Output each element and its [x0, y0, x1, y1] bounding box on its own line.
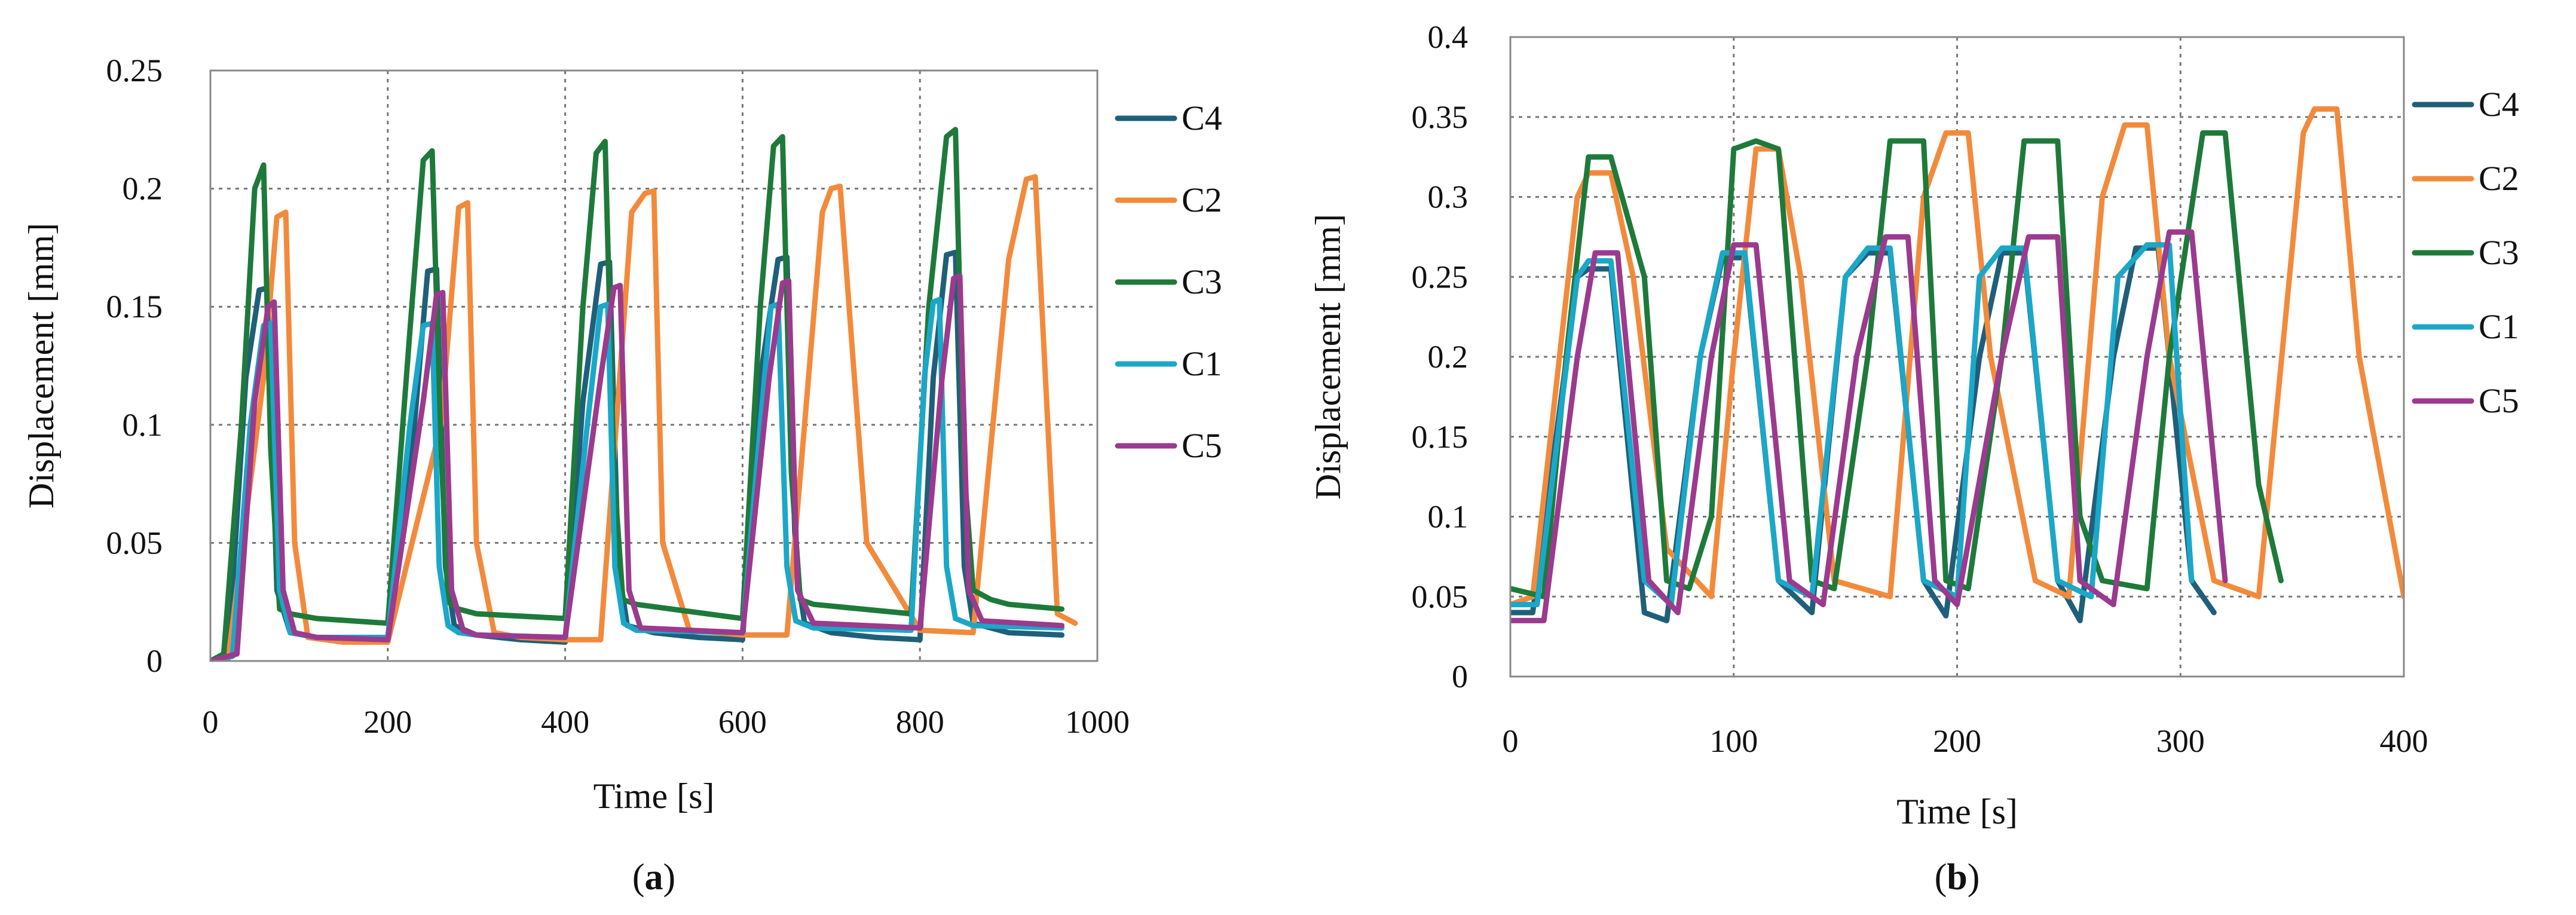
caption-open-paren: ( — [632, 857, 645, 898]
x-tick-label: 300 — [2156, 723, 2205, 759]
legend-a: C4 C2 C3 C1 C5 — [1115, 99, 1222, 465]
y-tick-label: 0.35 — [1412, 99, 1468, 135]
y-tick-label: 0.05 — [1412, 579, 1468, 614]
x-tick-label: 0 — [1503, 723, 1519, 759]
series-group-b — [1510, 106, 2404, 623]
x-tick-label: 600 — [718, 704, 767, 740]
x-axis-label-b: Time [s] — [1896, 792, 2018, 831]
y-tick-label: 0.2 — [1428, 339, 1468, 375]
y-axis-label-b: Displacement [mm] — [1308, 214, 1348, 500]
caption-letter-a: a — [645, 857, 663, 898]
y-tick-label: 0.4 — [1428, 19, 1468, 55]
series-line-c5 — [210, 273, 1065, 661]
panel-caption-a: (a) — [632, 857, 675, 898]
legend-label-c2: C2 — [2479, 159, 2519, 198]
y-tick-labels-a: 0 0.05 0.1 0.15 0.2 0.25 — [106, 53, 163, 679]
legend-label-c4: C4 — [2479, 85, 2519, 124]
y-tick-label: 0.2 — [123, 171, 163, 207]
legend-label-c3: C3 — [1182, 262, 1222, 301]
y-tick-label: 0 — [146, 643, 163, 679]
chart-panel-a: 0 0.05 0.1 0.15 0.2 0.25 0 200 400 600 800 1000 Di… — [22, 53, 1222, 898]
y-tick-label: 0.1 — [1428, 499, 1468, 535]
series-line-c2 — [210, 174, 1078, 661]
plot-frame-a — [209, 69, 1099, 662]
legend-label-c2: C2 — [1182, 180, 1222, 219]
x-tick-labels-a: 0 200 400 600 800 1000 — [203, 704, 1130, 740]
legend-b: C4 C2 C3 C1 C5 — [2412, 85, 2519, 420]
y-tick-label: 0.25 — [1412, 259, 1468, 295]
legend-label-c3: C3 — [2479, 233, 2519, 272]
caption-close-paren: ) — [1968, 857, 1980, 898]
series-line-c1 — [1510, 242, 2195, 608]
caption-open-paren: ( — [1935, 857, 1947, 898]
y-tick-label: 0.05 — [106, 525, 163, 561]
x-tick-label: 200 — [363, 704, 412, 740]
y-tick-labels-b: 0 0.05 0.1 0.15 0.2 0.25 0.3 0.35 0.4 — [1412, 19, 1468, 694]
legend-label-c5: C5 — [2479, 381, 2519, 420]
panel-caption-b: (b) — [1935, 857, 1980, 898]
x-tick-label: 400 — [2380, 723, 2428, 759]
x-tick-label: 200 — [1933, 723, 1981, 759]
y-axis-label-a: Displacement [mm] — [22, 223, 61, 509]
series-group-a — [210, 127, 1078, 661]
x-tick-labels-b: 0 100 200 300 400 — [1503, 723, 2428, 759]
y-tick-label: 0 — [1452, 659, 1468, 694]
x-tick-label: 0 — [203, 704, 219, 740]
y-tick-label: 0.25 — [106, 53, 163, 88]
x-tick-label: 400 — [541, 704, 589, 740]
legend-label-c5: C5 — [1182, 426, 1222, 465]
series-line-c5 — [1510, 229, 2228, 623]
x-tick-label: 800 — [896, 704, 944, 740]
x-axis-label-a: Time [s] — [593, 776, 715, 816]
x-tick-label: 100 — [1709, 723, 1758, 759]
y-tick-label: 0.1 — [123, 407, 163, 443]
legend-label-c1: C1 — [2479, 307, 2519, 346]
y-tick-label: 0.15 — [1412, 419, 1468, 455]
caption-letter-b: b — [1947, 857, 1967, 898]
y-tick-label: 0.15 — [106, 289, 163, 325]
legend-label-c4: C4 — [1182, 99, 1222, 137]
legend-label-c1: C1 — [1182, 344, 1222, 383]
y-tick-label: 0.3 — [1428, 179, 1468, 215]
plot-frame-b — [1509, 36, 2405, 678]
chart-panel-b: 0 0.05 0.1 0.15 0.2 0.25 0.3 0.35 0.4 0 100 200 300… — [1308, 19, 2519, 898]
series-line-c2 — [1510, 106, 2404, 608]
caption-close-paren: ) — [663, 857, 676, 898]
x-tick-label: 1000 — [1065, 704, 1130, 740]
